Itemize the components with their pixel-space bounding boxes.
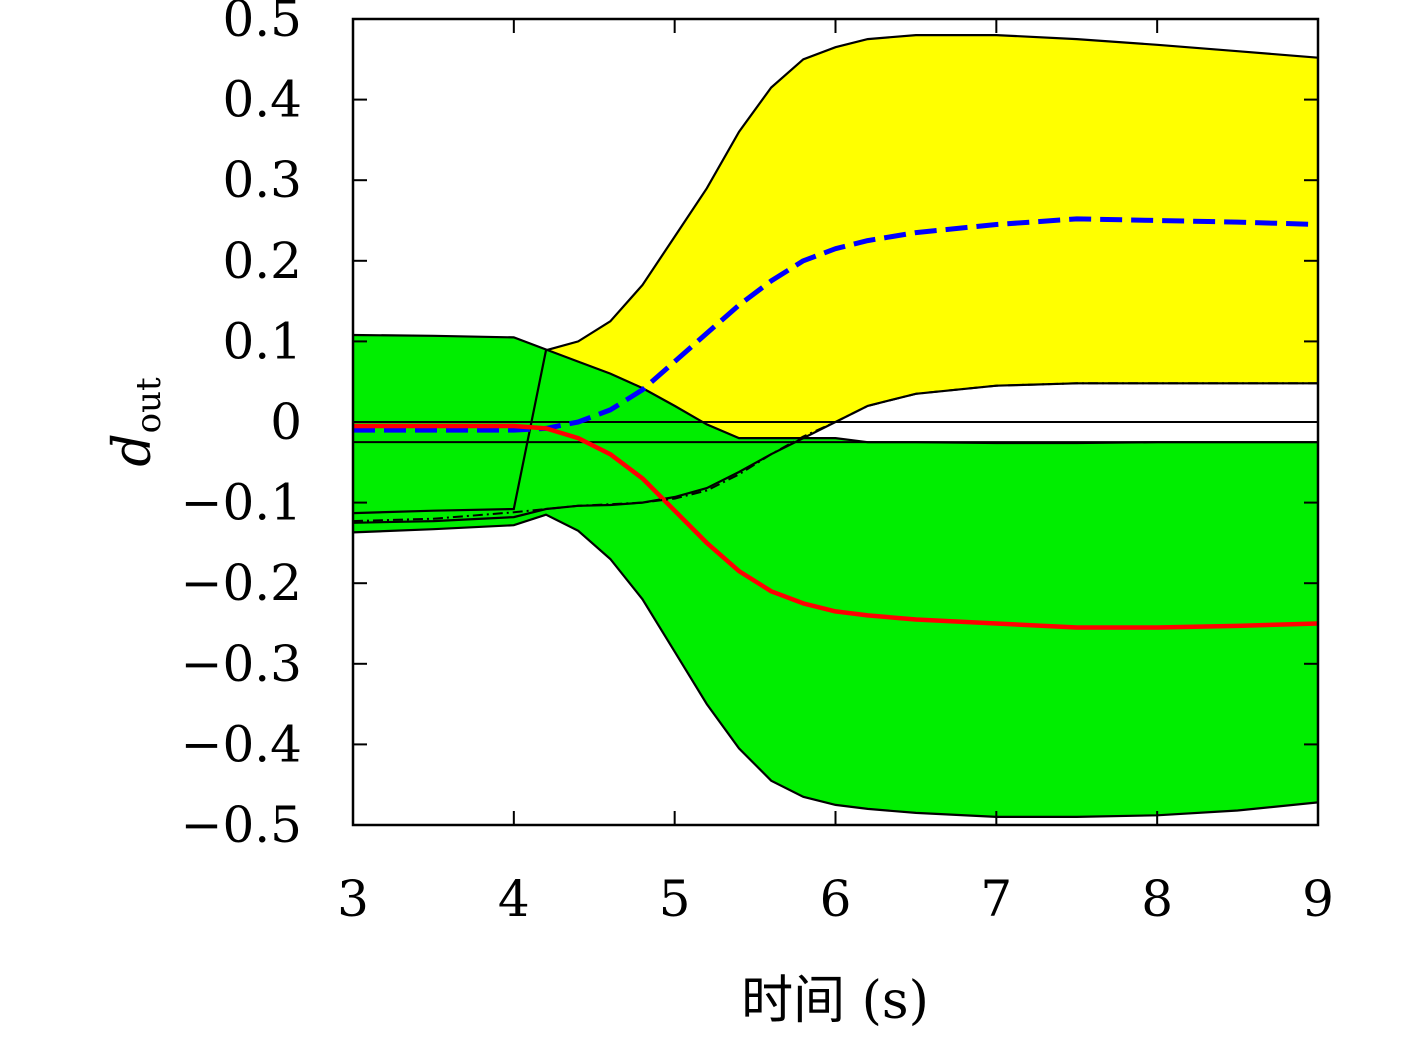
y-tick-label: −0.4 bbox=[181, 715, 302, 773]
x-tick-label: 3 bbox=[337, 870, 369, 928]
x-tick-label: 5 bbox=[659, 870, 691, 928]
x-tick-label: 8 bbox=[1141, 870, 1173, 928]
y-axis-title-main: d bbox=[103, 433, 163, 466]
y-tick-label: −0.1 bbox=[181, 474, 302, 532]
green-band-lower-edge bbox=[353, 513, 1318, 819]
plot-area bbox=[353, 33, 1318, 819]
y-tick-label: 0.4 bbox=[222, 71, 302, 129]
series-line-solid bbox=[353, 423, 1318, 630]
y-tick-label: 0 bbox=[270, 393, 302, 451]
series-line-dashed bbox=[353, 216, 1318, 433]
y-tick-label: 0.2 bbox=[222, 232, 302, 290]
y-tick-label: −0.5 bbox=[181, 796, 302, 854]
yellow-band-upper-edge bbox=[353, 33, 1318, 515]
green-band bbox=[353, 335, 1318, 817]
x-axis-title: 时间 (s) bbox=[741, 971, 929, 1031]
y-tick-label: −0.3 bbox=[181, 635, 302, 693]
y-tick-label: 0.1 bbox=[222, 312, 302, 370]
y-tick-label: 0.5 bbox=[222, 0, 302, 48]
x-tick-label: 4 bbox=[498, 870, 530, 928]
x-tick-label: 7 bbox=[980, 870, 1012, 928]
series-line-dashdot bbox=[353, 382, 1318, 523]
y-axis-title-sub: out bbox=[129, 377, 169, 433]
x-tick-label: 6 bbox=[820, 870, 852, 928]
y-tick-label: 0.3 bbox=[222, 151, 302, 209]
axis-ticks: 3 4 5 6 7 8 9 0.5 0.4 0.3 0.2 0.1 0 −0.1 −0.2 −0.3 −0.4 −… bbox=[181, 0, 1334, 928]
y-axis-title: dout bbox=[103, 377, 169, 467]
y-tick-label: −0.2 bbox=[181, 554, 302, 612]
x-tick-label: 9 bbox=[1302, 870, 1334, 928]
